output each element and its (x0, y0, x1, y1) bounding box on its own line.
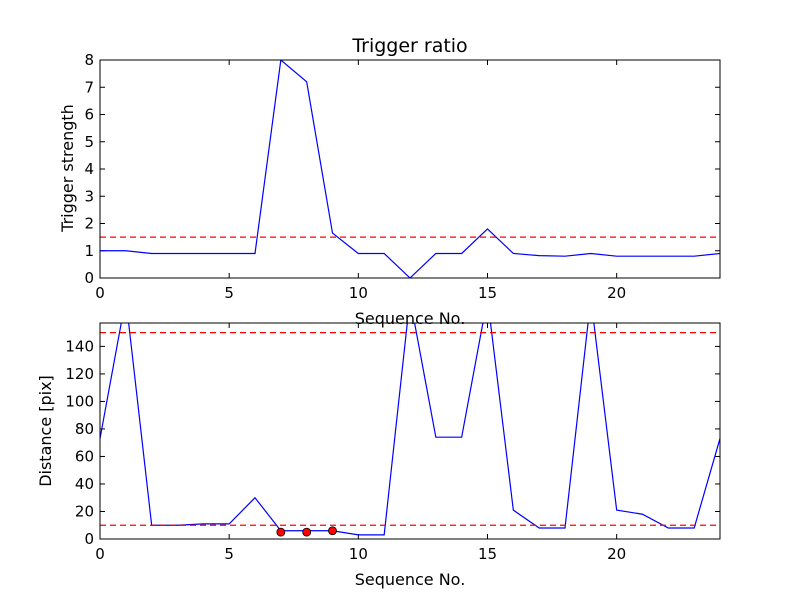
x-tick-label: 5 (224, 545, 234, 563)
y-tick-label: 40 (75, 475, 94, 493)
x-tick-label: 5 (224, 284, 234, 302)
y-tick-label: 8 (84, 51, 94, 69)
x-tick-label: 15 (478, 545, 497, 563)
chart-title: Trigger ratio (351, 35, 467, 57)
y-tick-label: 20 (75, 502, 94, 520)
y-tick-label: 140 (65, 337, 94, 355)
marker-point-0 (276, 527, 286, 537)
axes-frame-top (99, 59, 721, 279)
y-tick-label: 4 (84, 160, 94, 178)
y-tick-label: 3 (84, 187, 94, 205)
series-line-top-0 (100, 60, 720, 278)
y-tick-label: 120 (65, 365, 94, 383)
x-axis-label-top: Sequence No. (355, 309, 466, 328)
y-tick-label: 100 (65, 392, 94, 410)
x-tick-label: 20 (607, 545, 626, 563)
marker-point-1 (302, 527, 312, 537)
x-tick-label: 0 (95, 545, 105, 563)
axes-frame-bottom (99, 322, 721, 540)
y-tick-label: 0 (84, 530, 94, 548)
y-tick-label: 0 (84, 269, 94, 287)
x-tick-label: 10 (349, 545, 368, 563)
plot-area-bottom (99, 322, 721, 540)
y-tick-label: 2 (84, 215, 94, 233)
series-line-bottom-0 (100, 323, 720, 536)
y-axis-label-bottom: Distance [pix] (36, 375, 55, 487)
x-tick-label: 15 (478, 284, 497, 302)
plot-area-top (99, 59, 721, 279)
x-tick-label: 10 (349, 284, 368, 302)
x-tick-label: 0 (95, 284, 105, 302)
y-tick-label: 80 (75, 420, 94, 438)
marker-point-2 (328, 526, 337, 536)
y-tick-label: 60 (75, 447, 94, 465)
y-tick-label: 7 (84, 78, 94, 96)
y-tick-label: 6 (84, 106, 94, 124)
y-axis-label-top: Trigger strength (58, 104, 77, 233)
ticks-top: 0 5 10 15 20 0 1 2 3 4 5 6 7 8 (84, 51, 720, 302)
ticks-bottom: 0 5 10 15 20 0 20 40 60 80 100 120 140 (65, 323, 720, 563)
x-tick-label: 20 (607, 284, 626, 302)
y-tick-label: 5 (84, 133, 94, 151)
x-axis-label-bottom: Sequence No. (355, 570, 466, 589)
trigger-ratio-chart: Trigger ratio 0 5 10 15 20 0 1 2 3 4 5 6 7 8 Sequence… (58, 35, 721, 328)
y-tick-label: 1 (84, 242, 94, 260)
